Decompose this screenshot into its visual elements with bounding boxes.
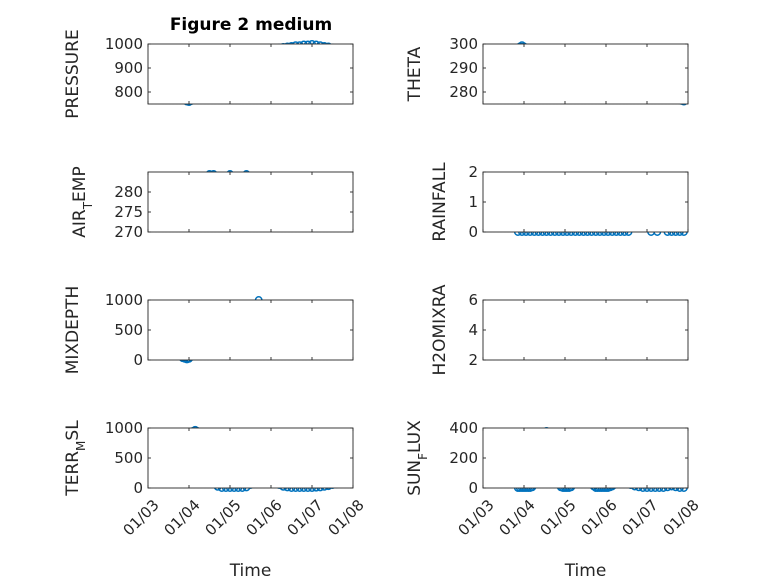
subplot-3: 270 275 280 AIRTEMP xyxy=(70,166,354,241)
figure-title: Figure 2 medium xyxy=(170,15,332,35)
y-tick-label: 6 xyxy=(468,291,478,309)
y-tick-label: 2 xyxy=(468,163,478,181)
axes-box xyxy=(482,171,689,233)
axes-box xyxy=(482,43,689,105)
y-axis-label: PRESSURE xyxy=(63,29,83,118)
y-axis-label: AIRTEMP xyxy=(70,166,95,237)
y-axis-label: MIXDEPTH xyxy=(63,286,83,375)
y-tick-label: 0 xyxy=(133,479,143,497)
y-tick-label: 1000 xyxy=(105,419,143,437)
y-axis-label: RAINFALL xyxy=(430,162,450,242)
y-tick-label: 4 xyxy=(468,321,478,339)
y-tick-label: 2 xyxy=(468,351,478,369)
y-axis-label: THETA xyxy=(405,46,425,102)
y-axis-label: H2OMIXRA xyxy=(430,284,450,375)
y-tick-label: 500 xyxy=(114,321,143,339)
y-tick-label: 900 xyxy=(114,59,143,77)
y-tick-label: 1000 xyxy=(105,291,143,309)
axes-box xyxy=(147,427,354,489)
subplot-6: 2 4 6 H2OMIXRA xyxy=(430,284,689,376)
y-tick-label: 0 xyxy=(133,351,143,369)
axes-box xyxy=(147,299,354,361)
y-tick-label: 280 xyxy=(114,183,143,201)
y-tick-label: 0 xyxy=(468,479,478,497)
y-tick-label: 270 xyxy=(114,223,143,241)
y-axis-label: TERRMSL xyxy=(63,420,88,497)
subplot-5: 0 500 1000 MIXDEPTH xyxy=(63,286,354,375)
axes-box xyxy=(482,427,689,489)
y-tick-label: 290 xyxy=(449,59,478,77)
y-tick-label: 280 xyxy=(449,83,478,101)
y-axis-label: SUNFLUX xyxy=(405,420,430,496)
x-axis-label: Time xyxy=(564,561,607,581)
y-tick-label: 800 xyxy=(114,83,143,101)
subplot-1: 800 900 1000 PRESSURE xyxy=(63,29,354,119)
x-axis-label: Time xyxy=(229,561,272,581)
y-tick-label: 400 xyxy=(449,419,478,437)
y-tick-label: 275 xyxy=(114,203,143,221)
axes-box xyxy=(147,171,354,233)
y-tick-label: 0 xyxy=(468,223,478,241)
axes-box xyxy=(147,43,354,105)
subplot-4: 0 1 2 RAINFALL xyxy=(430,162,689,242)
subplot-2: 280 290 300 THETA xyxy=(405,35,689,106)
y-tick-label: 1000 xyxy=(105,35,143,53)
axes-box xyxy=(482,299,689,361)
y-tick-label: 200 xyxy=(449,449,478,467)
y-tick-label: 300 xyxy=(449,35,478,53)
y-tick-label: 1 xyxy=(468,193,478,211)
y-tick-label: 500 xyxy=(114,449,143,467)
